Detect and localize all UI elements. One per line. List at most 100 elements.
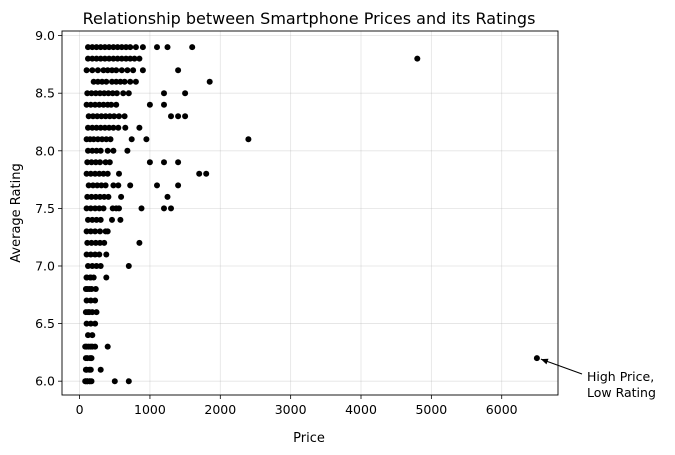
y-tick-label: 9.0 xyxy=(35,28,55,43)
data-point xyxy=(97,228,103,235)
data-point xyxy=(94,136,101,143)
data-point xyxy=(168,205,174,212)
data-point xyxy=(106,55,113,62)
data-point xyxy=(96,101,103,108)
data-point xyxy=(116,170,122,177)
data-point xyxy=(125,90,132,97)
data-point xyxy=(109,78,115,85)
data-point xyxy=(132,78,139,85)
data-point xyxy=(90,182,96,189)
data-point xyxy=(106,159,113,166)
data-point xyxy=(90,78,97,85)
data-point xyxy=(106,124,113,131)
data-point xyxy=(100,205,107,212)
data-point xyxy=(97,44,104,51)
data-point xyxy=(116,113,122,120)
data-point xyxy=(92,101,99,108)
data-point xyxy=(175,159,182,166)
data-point xyxy=(143,136,150,143)
data-point xyxy=(102,113,109,120)
data-point xyxy=(146,159,153,166)
data-point xyxy=(97,239,103,246)
data-point xyxy=(83,297,90,304)
data-point xyxy=(116,205,122,212)
chart-title: Relationship between Smartphone Prices a… xyxy=(83,9,536,28)
data-point xyxy=(109,67,115,74)
data-point xyxy=(105,193,112,200)
data-point xyxy=(92,320,99,327)
data-point xyxy=(85,124,91,131)
data-point xyxy=(182,90,189,97)
data-point xyxy=(104,343,111,350)
data-point xyxy=(125,378,132,385)
data-point xyxy=(125,263,132,269)
data-point xyxy=(154,182,160,189)
data-point xyxy=(97,263,104,269)
data-point xyxy=(83,170,90,177)
data-point xyxy=(85,263,91,269)
x-tick-label: 2000 xyxy=(204,402,236,417)
data-point xyxy=(87,297,94,304)
data-point xyxy=(84,193,91,200)
data-point xyxy=(92,297,99,304)
data-point xyxy=(533,355,540,362)
plot-area xyxy=(61,30,559,396)
data-point xyxy=(146,101,153,108)
data-point xyxy=(89,55,96,62)
data-point xyxy=(118,55,125,62)
data-point xyxy=(83,274,90,281)
annotation-line-1: High Price, xyxy=(587,369,654,384)
data-point xyxy=(114,55,121,62)
data-point xyxy=(104,228,111,235)
data-point xyxy=(138,205,145,212)
data-point xyxy=(161,205,167,212)
data-point xyxy=(97,193,103,200)
data-point xyxy=(92,239,99,246)
data-point xyxy=(96,205,103,212)
data-point xyxy=(88,159,95,166)
data-point xyxy=(107,136,114,143)
x-axis-label: Price xyxy=(293,431,325,446)
data-point xyxy=(118,67,125,74)
data-point xyxy=(103,78,110,85)
data-point xyxy=(164,193,171,200)
data-point xyxy=(104,67,111,74)
data-point xyxy=(88,239,95,246)
data-point xyxy=(83,320,90,327)
data-point xyxy=(87,355,94,362)
data-point xyxy=(93,55,100,62)
data-point xyxy=(94,67,101,74)
data-point xyxy=(83,251,90,258)
data-point xyxy=(127,44,134,51)
data-point xyxy=(89,263,96,269)
data-point xyxy=(189,44,196,51)
data-point xyxy=(103,251,110,258)
data-point xyxy=(113,67,120,74)
data-point xyxy=(164,44,171,51)
data-point xyxy=(97,55,104,62)
data-point xyxy=(89,343,96,350)
data-point xyxy=(182,113,189,120)
data-point xyxy=(83,67,90,74)
x-tick-label: 4000 xyxy=(345,402,377,417)
data-point xyxy=(136,124,143,131)
data-point xyxy=(87,378,94,385)
data-point xyxy=(97,124,104,131)
data-point xyxy=(102,159,109,166)
y-tick-label: 8.0 xyxy=(35,143,55,158)
data-point xyxy=(87,170,94,177)
data-point xyxy=(111,378,118,385)
data-point xyxy=(86,286,93,292)
data-point xyxy=(92,286,99,292)
x-tick-label: 0 xyxy=(76,402,84,417)
data-point xyxy=(109,205,116,212)
data-point xyxy=(110,124,117,131)
data-point xyxy=(110,44,117,51)
data-point xyxy=(85,332,91,339)
data-point xyxy=(121,78,128,85)
data-point xyxy=(101,124,108,131)
data-point xyxy=(127,78,134,85)
data-point xyxy=(175,67,182,74)
y-tick-label: 7.5 xyxy=(35,201,55,216)
